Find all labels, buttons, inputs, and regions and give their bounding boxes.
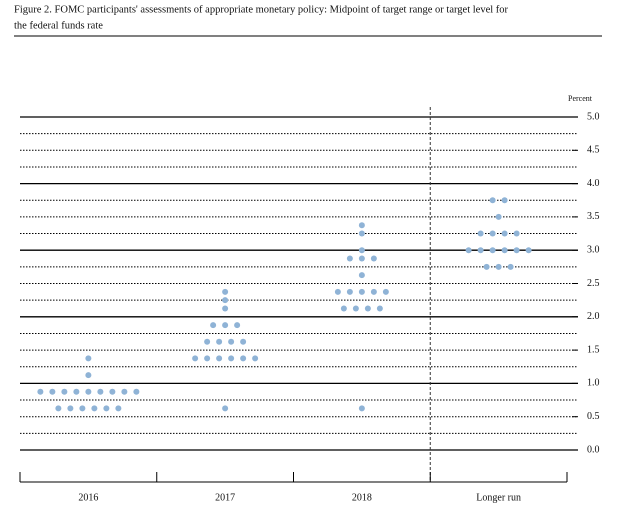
x-tick-label: 2018 <box>352 492 372 503</box>
dot <box>358 230 365 237</box>
dot <box>37 388 44 395</box>
dot <box>97 388 104 395</box>
y-tick-label: 1.5 <box>587 344 600 355</box>
chart-title: the federal funds rate <box>14 20 103 31</box>
dot <box>228 338 235 345</box>
dot <box>228 355 235 362</box>
dot <box>507 263 514 270</box>
dot <box>85 355 92 362</box>
dot <box>513 247 520 254</box>
dot <box>501 247 508 254</box>
dot <box>61 388 68 395</box>
dot <box>465 247 472 254</box>
dot <box>252 355 259 362</box>
y-tick-label: 2.0 <box>587 311 600 322</box>
dot <box>85 372 92 379</box>
dot <box>73 388 80 395</box>
dot <box>222 305 229 312</box>
dot <box>222 288 229 295</box>
dot <box>370 288 377 295</box>
y-unit-label: Percent <box>568 94 593 103</box>
dot <box>222 322 229 329</box>
dot <box>346 288 353 295</box>
dot <box>501 197 508 204</box>
y-tick-label: 5.0 <box>587 111 600 122</box>
dot <box>489 247 496 254</box>
dot <box>489 230 496 237</box>
dot <box>121 388 128 395</box>
dot <box>489 197 496 204</box>
dot <box>234 322 241 329</box>
dot <box>495 263 502 270</box>
dot <box>85 388 92 395</box>
dot <box>91 405 98 412</box>
dot <box>358 272 365 279</box>
dot <box>376 305 383 312</box>
dot <box>358 255 365 262</box>
dot <box>109 388 116 395</box>
dot <box>115 405 122 412</box>
dot <box>477 247 484 254</box>
dot <box>382 288 389 295</box>
dot <box>192 355 199 362</box>
dot <box>477 230 484 237</box>
dot <box>240 355 247 362</box>
dot <box>352 305 359 312</box>
x-tick-label: 2017 <box>215 492 235 503</box>
dot <box>216 355 223 362</box>
y-tick-label: 2.5 <box>587 278 600 289</box>
dot <box>501 230 508 237</box>
y-tick-label: 0.0 <box>587 444 600 455</box>
x-tick-label: 2016 <box>78 492 98 503</box>
dot <box>222 297 229 304</box>
dot <box>340 305 347 312</box>
dot <box>67 405 74 412</box>
y-tick-label: 3.5 <box>587 211 600 222</box>
chart-title: Figure 2. FOMC participants' assessments… <box>14 4 509 15</box>
dot <box>240 338 247 345</box>
dot <box>133 388 140 395</box>
dot <box>483 263 490 270</box>
y-tick-label: 0.5 <box>587 411 600 422</box>
dot <box>513 230 520 237</box>
y-tick-label: 4.5 <box>587 145 600 156</box>
dot <box>222 405 229 412</box>
y-tick-label: 1.0 <box>587 378 600 389</box>
y-tick-label: 4.0 <box>587 178 600 189</box>
dot <box>55 405 62 412</box>
dot <box>216 338 223 345</box>
x-tick-label: Longer run <box>476 492 521 503</box>
dot <box>334 288 341 295</box>
dot <box>495 213 502 220</box>
dot <box>358 405 365 412</box>
dot <box>49 388 56 395</box>
dot <box>79 405 86 412</box>
dot <box>103 405 110 412</box>
dot <box>525 247 532 254</box>
y-tick-label: 3.0 <box>587 244 600 255</box>
dot <box>358 222 365 229</box>
dot <box>204 355 211 362</box>
dot <box>204 338 211 345</box>
dot <box>358 288 365 295</box>
dot <box>210 322 217 329</box>
dot <box>364 305 371 312</box>
dot <box>346 255 353 262</box>
dot <box>370 255 377 262</box>
dot <box>358 247 365 254</box>
